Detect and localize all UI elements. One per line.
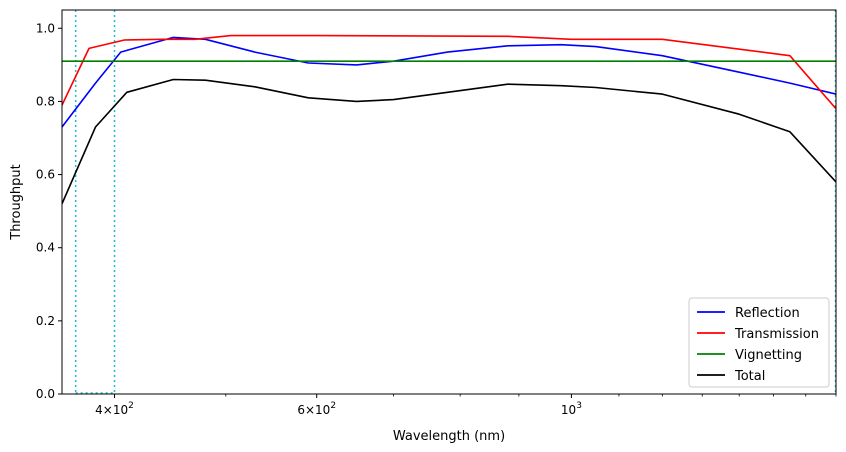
- series-line-transmission: [62, 34, 836, 110]
- legend-label-transmission: Transmission: [734, 327, 819, 342]
- plot-area: 0.0 0.2 0.4 0.6 0.8 1.0 4×102 6×102 103: [36, 9, 837, 417]
- legend-label-reflection: Reflection: [735, 306, 800, 321]
- x-tick-label: 103: [561, 401, 582, 417]
- y-tick-label: 0.0: [36, 387, 55, 401]
- y-tick-label: 0.6: [36, 168, 55, 182]
- x-axis-label: Wavelength (nm): [393, 429, 505, 444]
- data-layer: [62, 10, 836, 394]
- y-tick-label: 1.0: [36, 21, 55, 35]
- legend-label-vignetting: Vignetting: [735, 348, 802, 363]
- plot-frame: [61, 9, 837, 395]
- legend: Reflection Transmission Vignetting Total: [688, 297, 830, 388]
- x-tick-label: 6×102: [297, 401, 336, 417]
- y-axis-label: Throughput: [9, 164, 24, 241]
- legend-label-total: Total: [734, 369, 765, 384]
- series-line-reflection: [62, 36, 836, 128]
- legend-box: [688, 297, 830, 388]
- y-tick-label: 0.8: [36, 94, 55, 108]
- series-line-total: [62, 78, 836, 205]
- y-tick-label: 0.2: [36, 314, 55, 328]
- y-tick-label: 0.4: [36, 241, 55, 255]
- x-tick-label: 4×102: [95, 401, 134, 417]
